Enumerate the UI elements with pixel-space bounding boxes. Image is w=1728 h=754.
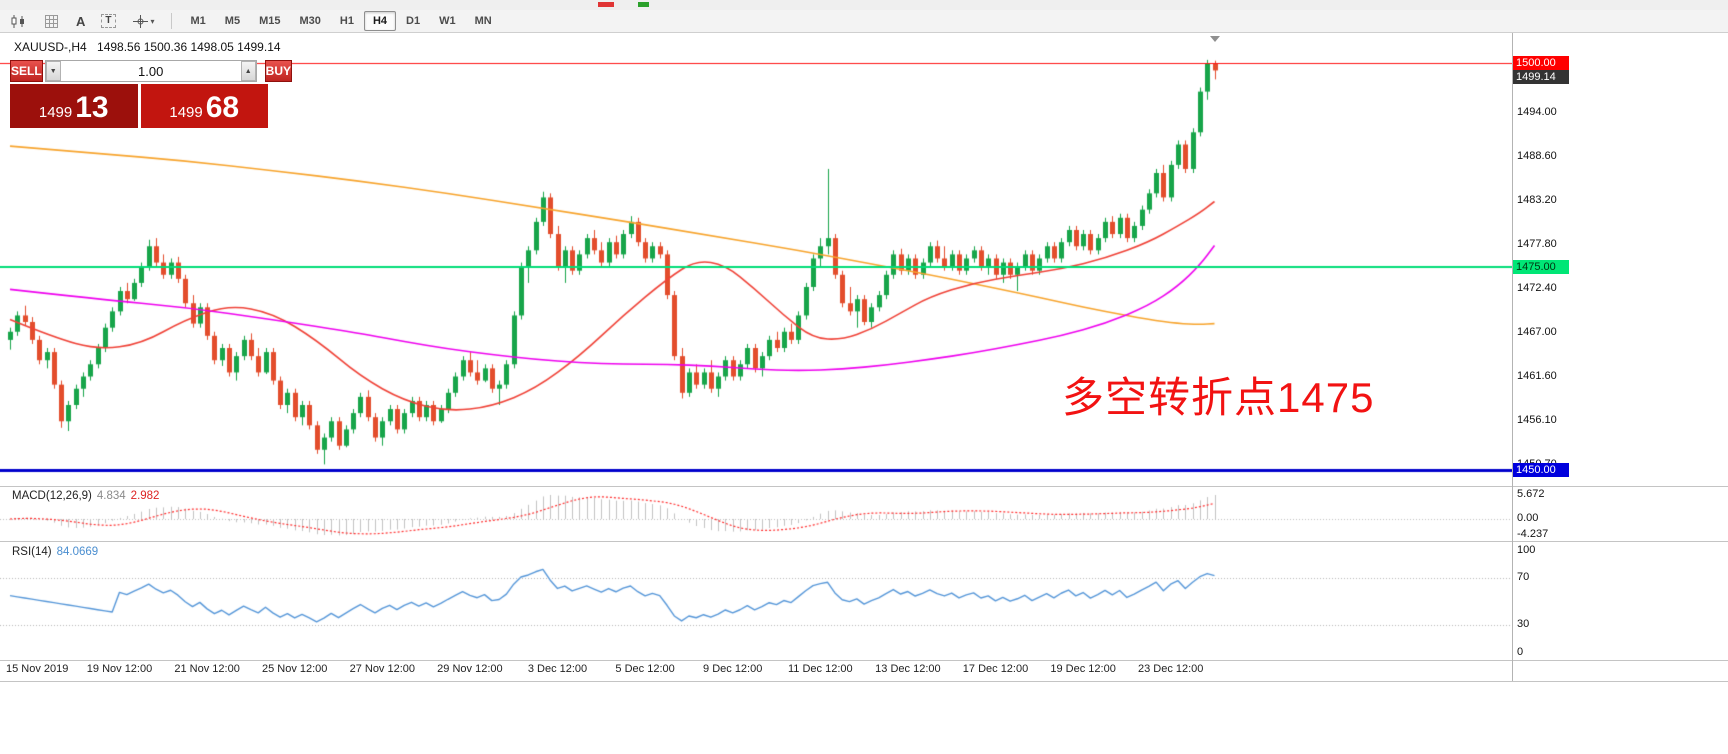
volume-decrease-button[interactable]: ▼ bbox=[45, 61, 61, 81]
rsi-name: RSI(14) bbox=[12, 546, 52, 558]
time-axis-label: 9 Dec 12:00 bbox=[703, 663, 763, 675]
timeframe-mn[interactable]: MN bbox=[466, 11, 501, 31]
time-axis-label: 23 Dec 12:00 bbox=[1137, 663, 1204, 675]
time-axis-label: 11 Dec 12:00 bbox=[787, 663, 853, 675]
price-tick-label: 1494.00 bbox=[1517, 105, 1557, 118]
timeframe-m5[interactable]: M5 bbox=[216, 11, 249, 31]
time-axis-label: 21 Nov 12:00 bbox=[174, 663, 240, 675]
background-artifact bbox=[598, 2, 614, 7]
chart-shift-marker[interactable] bbox=[1210, 36, 1220, 42]
volume-input[interactable] bbox=[60, 61, 241, 81]
timeframe-m30[interactable]: M30 bbox=[290, 11, 329, 31]
panel-separator[interactable] bbox=[0, 541, 1728, 542]
price-scale-border bbox=[1512, 33, 1513, 681]
text-label-tool-icon[interactable]: A bbox=[74, 12, 87, 31]
bid-price-display[interactable]: 1499 13 bbox=[10, 84, 138, 128]
timeframe-m15[interactable]: M15 bbox=[250, 11, 289, 31]
panel-separator[interactable] bbox=[0, 660, 1728, 661]
background-strip bbox=[0, 0, 1728, 10]
macd-signal-value: 2.982 bbox=[130, 490, 160, 502]
macd-value: 4.834 bbox=[96, 490, 126, 502]
price-tick-label: 1467.00 bbox=[1517, 325, 1557, 338]
macd-label: MACD(12,26,9) 4.834 2.982 bbox=[12, 490, 164, 502]
price-badge: 1499.14 bbox=[1513, 70, 1569, 85]
rsi-canvas[interactable] bbox=[0, 543, 1512, 660]
chart-annotation-text: 多空转折点1475 bbox=[1062, 374, 1375, 421]
buy-button[interactable]: BUY bbox=[264, 60, 293, 82]
text-label-tool-glyph: A bbox=[76, 13, 86, 29]
volume-field: ▼ ▲ bbox=[44, 60, 257, 82]
time-axis-label: 17 Dec 12:00 bbox=[962, 663, 1029, 675]
sell-button[interactable]: SELL bbox=[10, 60, 43, 82]
price-tick-label: 1472.40 bbox=[1517, 281, 1557, 294]
time-axis-label: 19 Dec 12:00 bbox=[1050, 663, 1116, 675]
timeframe-d1[interactable]: D1 bbox=[397, 11, 429, 31]
timeframe-m1[interactable]: M1 bbox=[182, 11, 215, 31]
timeframe-w1[interactable]: W1 bbox=[430, 11, 465, 31]
panel-separator[interactable] bbox=[0, 486, 1728, 487]
price-badge: 1450.00 bbox=[1513, 463, 1569, 478]
timeframe-h1[interactable]: H1 bbox=[331, 11, 363, 31]
price-tick-label: 1477.80 bbox=[1517, 237, 1557, 250]
symbol-timeframe-label: XAUUSD-,H4 bbox=[14, 40, 87, 54]
chevron-down-icon: ▾ bbox=[150, 16, 155, 26]
crosshair-tool-icon[interactable]: ▾ bbox=[130, 12, 157, 31]
volume-increase-button[interactable]: ▲ bbox=[240, 61, 256, 81]
indicator-axis-label: 0 bbox=[1517, 646, 1524, 658]
window-bottom-border bbox=[0, 681, 1728, 682]
rsi-value: 84.0669 bbox=[56, 546, 99, 558]
ask-price-display[interactable]: 1499 68 bbox=[140, 84, 268, 128]
time-axis-label: 13 Dec 12:00 bbox=[875, 663, 941, 675]
rsi-label: RSI(14) 84.0669 bbox=[12, 546, 103, 558]
bid-price-main: 1499 bbox=[38, 104, 73, 121]
ohlc-values: 1498.56 1500.36 1498.05 1499.14 bbox=[97, 40, 281, 54]
indicator-axis-label: 0.00 bbox=[1517, 512, 1539, 524]
time-axis-label: 29 Nov 12:00 bbox=[437, 663, 503, 675]
macd-canvas[interactable] bbox=[0, 487, 1512, 541]
indicator-axis-label: 100 bbox=[1517, 544, 1536, 556]
time-axis-label: 19 Nov 12:00 bbox=[86, 663, 153, 675]
toolbar-separator bbox=[170, 13, 172, 29]
indicator-axis-label: 5.672 bbox=[1517, 488, 1545, 500]
time-axis[interactable]: 15 Nov 2019 19 Nov 12:00 21 Nov 12:00 25 No… bbox=[0, 663, 1728, 681]
time-axis-label: 15 Nov 2019 bbox=[6, 663, 69, 675]
grid-icon[interactable] bbox=[42, 12, 62, 31]
price-badge: 1475.00 bbox=[1513, 259, 1569, 274]
chart-title: XAUUSD-,H4 1498.56 1500.36 1498.05 1499.… bbox=[14, 40, 288, 54]
price-badge: 1500.00 bbox=[1513, 56, 1569, 71]
macd-name: MACD(12,26,9) bbox=[12, 490, 92, 502]
time-axis-label: 27 Nov 12:00 bbox=[349, 663, 416, 675]
price-tick-label: 1456.10 bbox=[1517, 414, 1557, 427]
text-box-tool-glyph: T bbox=[101, 14, 116, 28]
price-tick-label: 1483.20 bbox=[1517, 193, 1557, 206]
timeframe-h4[interactable]: H4 bbox=[363, 11, 397, 31]
timeframe-button-group: M1 M5 M15 M30 H1 H4 D1 W1 MN bbox=[182, 11, 502, 31]
price-tick-label: 1461.60 bbox=[1517, 369, 1557, 382]
toolbar: A T ▾ M1 M5 M15 M30 H1 H4 D1 W1 MN bbox=[0, 10, 1728, 33]
bid-price-pips: 13 bbox=[75, 91, 109, 124]
time-axis-label: 25 Nov 12:00 bbox=[261, 663, 328, 675]
ask-price-main: 1499 bbox=[169, 104, 203, 121]
time-axis-label: 3 Dec 12:00 bbox=[527, 663, 588, 675]
indicator-axis-label: -4.237 bbox=[1517, 528, 1549, 540]
price-tick-label: 1488.60 bbox=[1517, 149, 1557, 162]
chart-type-icon[interactable] bbox=[8, 12, 30, 31]
ask-price-pips: 68 bbox=[205, 91, 240, 124]
indicator-axis-label: 30 bbox=[1517, 618, 1530, 630]
one-click-trading-panel: SELL ▼ ▲ BUY 1499 13 1499 68 bbox=[10, 60, 293, 128]
background-artifact bbox=[638, 2, 649, 7]
time-axis-label: 5 Dec 12:00 bbox=[615, 663, 675, 675]
indicator-axis-label: 70 bbox=[1517, 571, 1530, 583]
text-box-tool-icon[interactable]: T bbox=[99, 12, 117, 30]
